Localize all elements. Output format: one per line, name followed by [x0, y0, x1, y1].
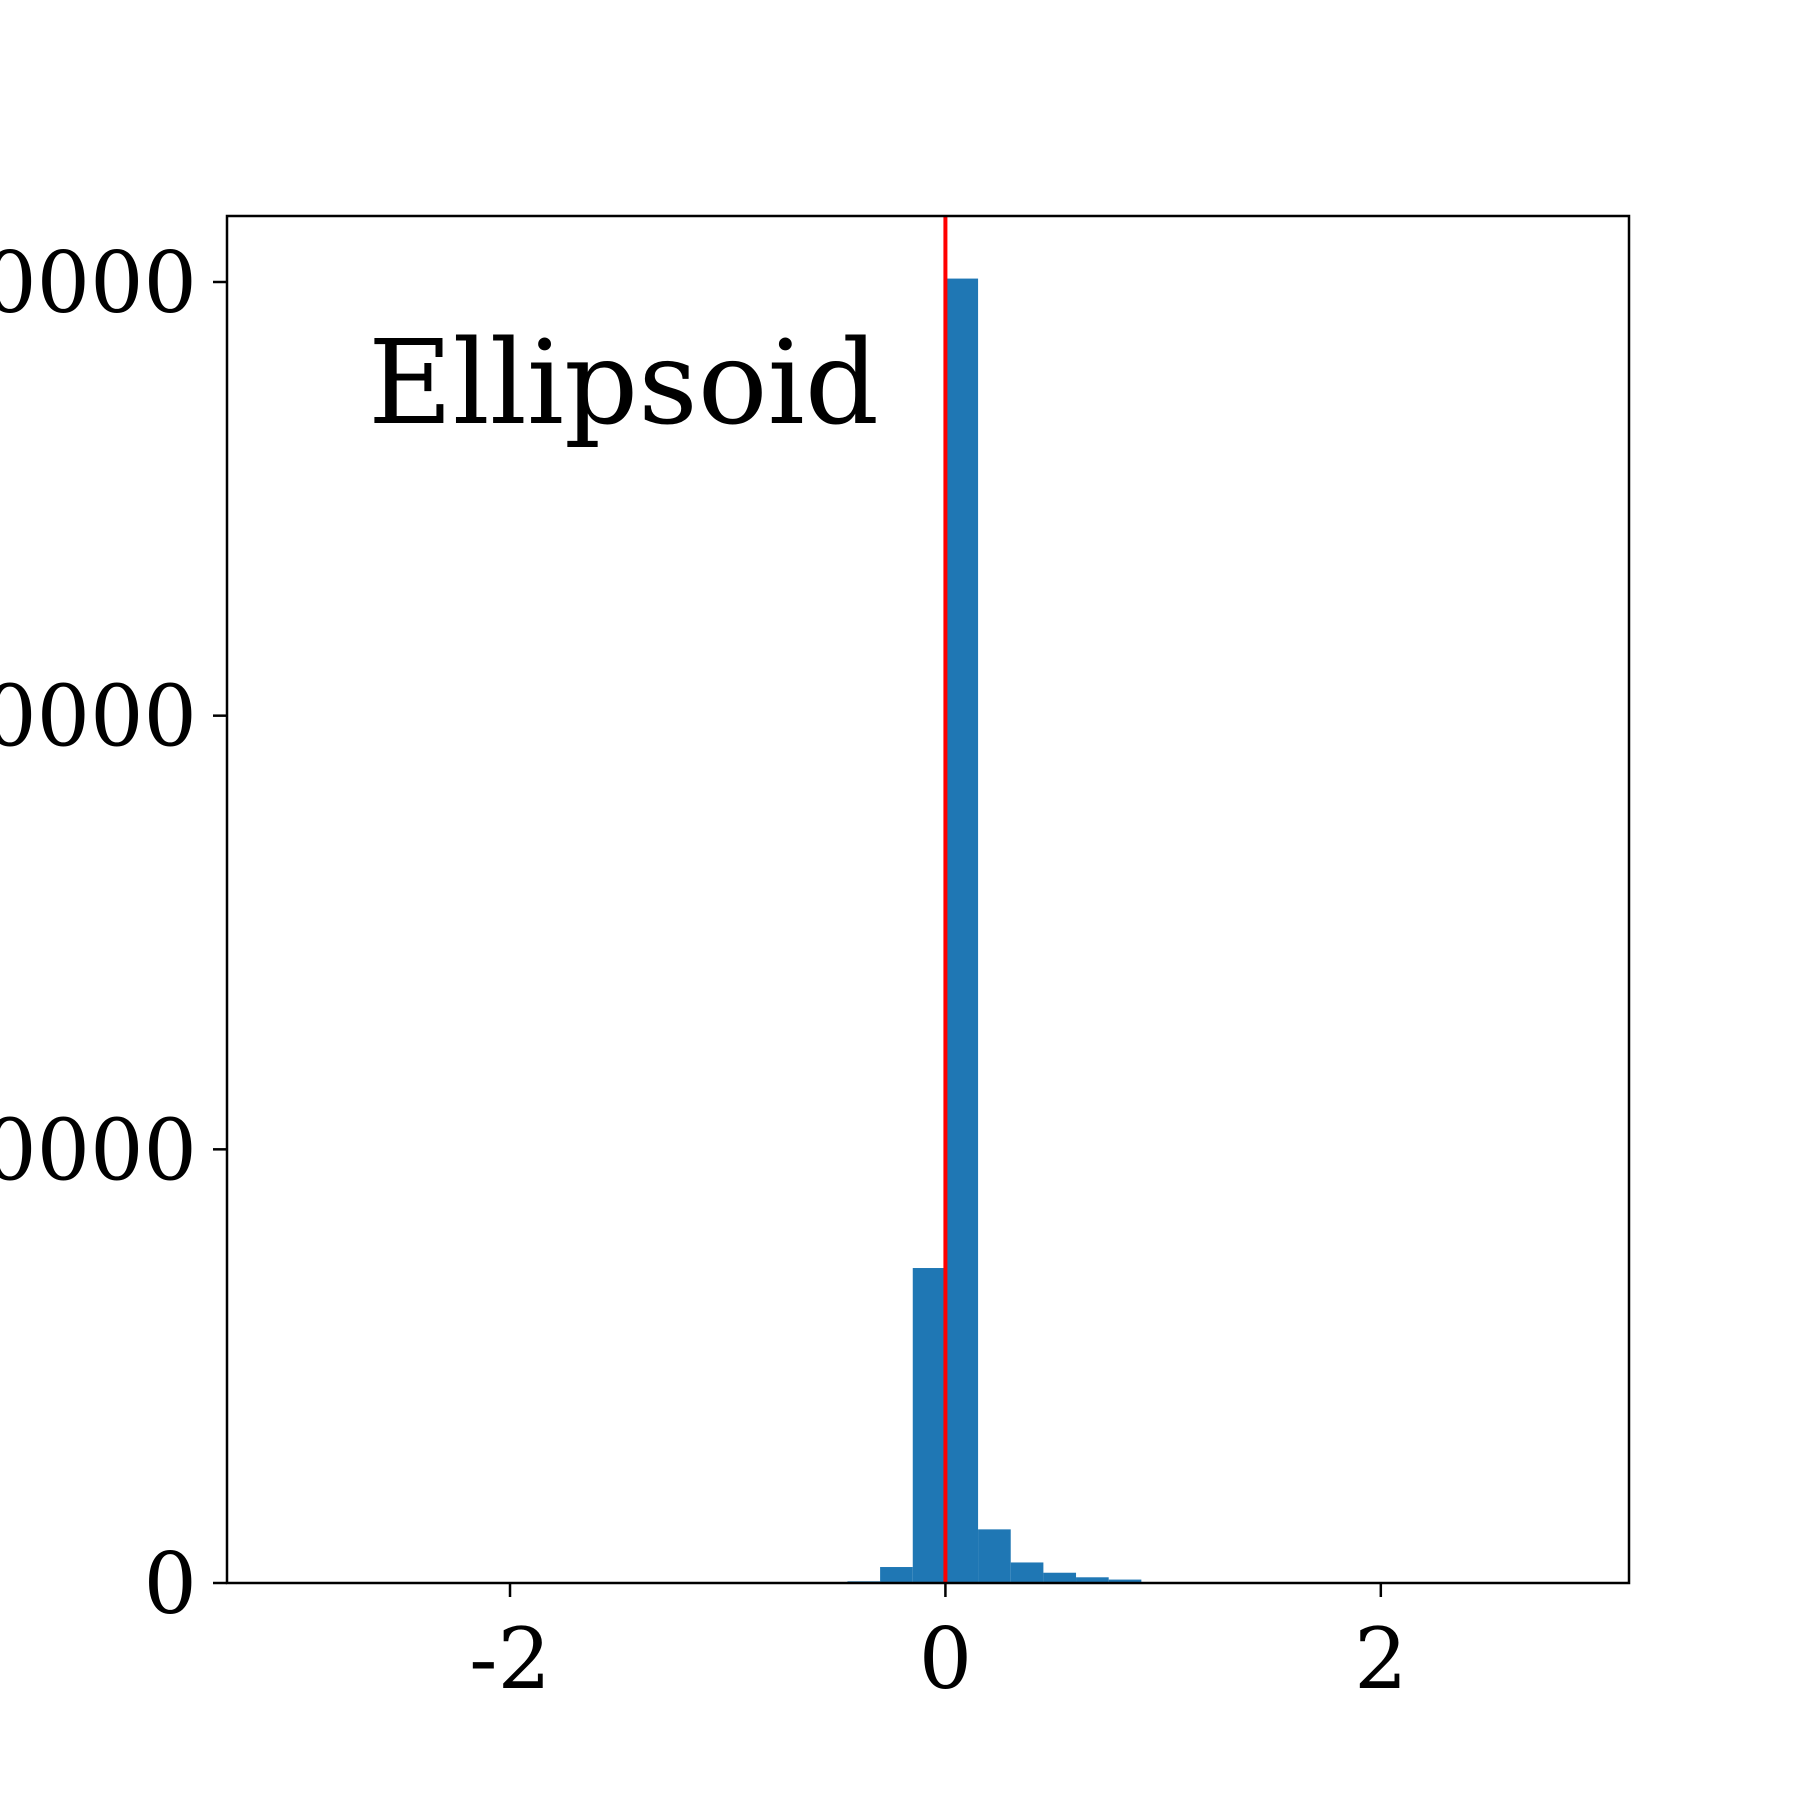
histogram-bar-8 [1108, 1579, 1142, 1583]
histogram-bar-3 [945, 278, 979, 1584]
y-tick-label-2: 0000 [0, 668, 197, 766]
histogram-bar-7 [1076, 1577, 1109, 1583]
histogram-bars [847, 278, 1142, 1584]
histogram-bar-2 [912, 1268, 946, 1583]
y-tick-label-1: 0000 [0, 1101, 197, 1199]
x-tick-label-0: -2 [469, 1610, 551, 1708]
plot-frame [225, 214, 1631, 1585]
histogram-bar-6 [1043, 1572, 1077, 1583]
histogram-bar-4 [978, 1529, 1011, 1583]
x-axis-ticks: -2 0 2 [469, 1583, 1408, 1708]
y-tick-label-0: 0 [144, 1535, 197, 1633]
histogram-bar-1 [880, 1567, 913, 1583]
x-tick-label-1: 0 [919, 1610, 972, 1708]
x-tick-label-2: 2 [1354, 1610, 1407, 1708]
plot-annotation: Ellipsoid [368, 316, 879, 451]
histogram-bar-5 [1010, 1562, 1044, 1583]
y-tick-label-3: 0000 [0, 234, 197, 332]
